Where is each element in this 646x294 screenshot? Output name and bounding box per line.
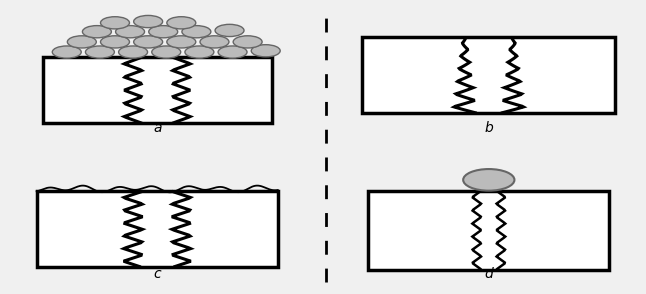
Circle shape [116,26,145,38]
Text: b: b [484,121,493,135]
Bar [37,191,278,267]
Circle shape [101,36,129,48]
Circle shape [85,46,114,58]
Text: a: a [153,121,162,135]
Circle shape [463,169,514,191]
Circle shape [119,46,147,58]
Circle shape [233,36,262,48]
Circle shape [185,46,214,58]
Circle shape [149,26,178,38]
Circle shape [182,26,211,38]
Circle shape [215,24,244,36]
Text: c: c [153,267,161,281]
Circle shape [167,36,196,48]
Circle shape [83,26,111,38]
Circle shape [101,17,129,29]
Circle shape [251,45,280,57]
Bar [43,57,272,123]
Circle shape [152,46,181,58]
Circle shape [200,36,229,48]
Text: d: d [484,267,493,281]
Circle shape [218,46,247,58]
Bar [362,37,616,113]
Bar [368,191,609,270]
Circle shape [67,36,96,48]
Circle shape [134,36,163,48]
Circle shape [134,15,163,28]
Circle shape [52,46,81,58]
Circle shape [167,17,196,29]
